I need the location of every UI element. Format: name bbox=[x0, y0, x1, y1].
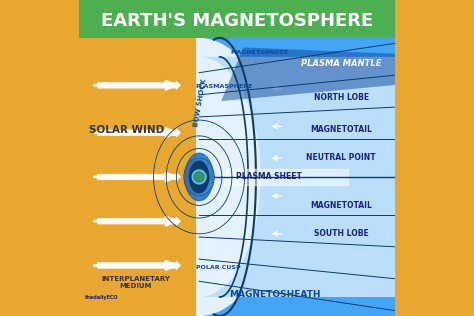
Text: NEUTRAL POINT: NEUTRAL POINT bbox=[307, 154, 376, 162]
Text: NORTH LOBE: NORTH LOBE bbox=[314, 94, 369, 102]
Text: SOLAR WIND: SOLAR WIND bbox=[89, 125, 164, 135]
Polygon shape bbox=[221, 47, 395, 101]
Text: MAGNETOTAIL: MAGNETOTAIL bbox=[310, 201, 372, 210]
Bar bbox=[196, 38, 395, 316]
Text: POLAR CUSP: POLAR CUSP bbox=[196, 264, 240, 270]
Polygon shape bbox=[190, 161, 209, 193]
Text: MAGNETOPAUSE: MAGNETOPAUSE bbox=[230, 50, 288, 55]
Text: thedailyECO: thedailyECO bbox=[85, 295, 119, 300]
Text: MAGNETOSHEATH: MAGNETOSHEATH bbox=[229, 290, 321, 299]
Text: SOUTH LOBE: SOUTH LOBE bbox=[314, 229, 369, 238]
Circle shape bbox=[192, 170, 206, 184]
Text: PLASMA SHEET: PLASMA SHEET bbox=[236, 173, 301, 181]
Polygon shape bbox=[199, 57, 395, 297]
Polygon shape bbox=[199, 38, 395, 316]
Text: MAGNETOTAIL: MAGNETOTAIL bbox=[310, 125, 372, 134]
Text: EARTH'S MAGNETOSPHERE: EARTH'S MAGNETOSPHERE bbox=[101, 12, 373, 29]
Polygon shape bbox=[185, 153, 213, 201]
Text: INTERPLANETARY
MEDIUM: INTERPLANETARY MEDIUM bbox=[101, 276, 170, 289]
Text: PLASMASPHERE: PLASMASPHERE bbox=[196, 84, 253, 89]
FancyBboxPatch shape bbox=[79, 0, 395, 38]
Text: BOW SHOCK: BOW SHOCK bbox=[193, 78, 208, 127]
Circle shape bbox=[194, 172, 204, 182]
Text: PLASMA MANTLE: PLASMA MANTLE bbox=[301, 59, 382, 68]
Bar bbox=[79, 38, 196, 316]
